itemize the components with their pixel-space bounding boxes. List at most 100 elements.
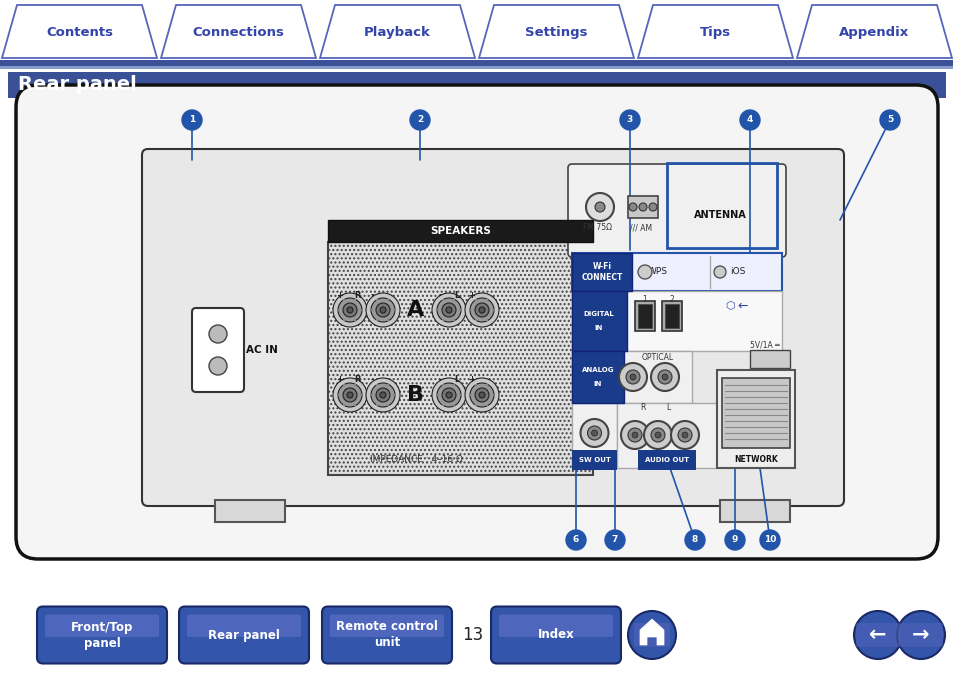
Circle shape xyxy=(366,378,399,412)
Circle shape xyxy=(628,203,637,211)
Bar xyxy=(343,299,345,302)
Circle shape xyxy=(371,383,395,407)
Circle shape xyxy=(470,383,494,407)
Text: 8: 8 xyxy=(691,536,698,544)
Bar xyxy=(721,378,789,448)
Circle shape xyxy=(740,110,760,130)
Circle shape xyxy=(379,307,386,313)
Text: 2: 2 xyxy=(669,295,674,304)
Bar xyxy=(436,309,438,311)
Bar xyxy=(453,318,455,320)
Bar xyxy=(470,394,472,396)
Text: Connections: Connections xyxy=(193,26,284,39)
Text: W-Fi
CONNECT: W-Fi CONNECT xyxy=(580,262,622,282)
Circle shape xyxy=(410,110,430,130)
FancyBboxPatch shape xyxy=(322,606,452,664)
Bar xyxy=(328,242,593,475)
Bar xyxy=(486,318,488,320)
Text: ⬡: ⬡ xyxy=(724,301,734,311)
Circle shape xyxy=(579,419,608,447)
Circle shape xyxy=(627,428,641,442)
Bar xyxy=(0,66,953,69)
Bar xyxy=(359,309,361,311)
Text: -: - xyxy=(437,376,441,384)
Text: ANTENNA: ANTENNA xyxy=(693,210,745,220)
Text: FM 75Ω: FM 75Ω xyxy=(583,223,612,232)
Bar xyxy=(572,351,691,403)
Bar xyxy=(638,304,651,328)
Bar xyxy=(343,318,345,320)
Bar xyxy=(475,404,477,406)
Circle shape xyxy=(650,363,679,391)
Bar xyxy=(355,384,356,386)
Circle shape xyxy=(446,307,452,313)
Text: iOS: iOS xyxy=(729,267,744,277)
Circle shape xyxy=(896,611,944,659)
Text: 7: 7 xyxy=(611,536,618,544)
Circle shape xyxy=(343,303,356,317)
Bar xyxy=(720,500,789,522)
Bar xyxy=(486,299,488,302)
Bar xyxy=(355,404,356,406)
Text: WPS: WPS xyxy=(647,267,667,277)
Bar xyxy=(328,220,593,242)
Bar xyxy=(492,309,494,311)
Circle shape xyxy=(648,203,657,211)
Circle shape xyxy=(639,203,646,211)
Bar xyxy=(749,350,789,368)
FancyBboxPatch shape xyxy=(142,149,843,506)
Polygon shape xyxy=(319,5,475,58)
Bar xyxy=(572,403,617,468)
Text: L: L xyxy=(665,404,669,413)
Bar xyxy=(572,253,781,291)
Bar xyxy=(214,500,285,522)
FancyBboxPatch shape xyxy=(498,614,613,637)
Text: Rear panel: Rear panel xyxy=(18,75,136,94)
Circle shape xyxy=(650,428,664,442)
Bar xyxy=(355,299,356,302)
Text: 5V/1A ═: 5V/1A ═ xyxy=(749,341,779,349)
Bar xyxy=(387,318,389,320)
Circle shape xyxy=(658,370,671,384)
Bar xyxy=(387,299,389,302)
Bar xyxy=(458,309,460,311)
Circle shape xyxy=(446,392,452,398)
Bar xyxy=(486,404,488,406)
Bar xyxy=(666,163,776,248)
Circle shape xyxy=(565,530,585,550)
Text: -: - xyxy=(370,291,374,299)
Text: +: + xyxy=(336,291,343,299)
Text: 13: 13 xyxy=(462,626,483,644)
Bar xyxy=(453,404,455,406)
Text: 9: 9 xyxy=(731,536,738,544)
Bar xyxy=(453,299,455,302)
Bar xyxy=(355,318,356,320)
Circle shape xyxy=(337,298,361,322)
Text: ←: ← xyxy=(868,625,886,645)
Circle shape xyxy=(625,370,639,384)
Circle shape xyxy=(343,388,356,402)
Text: +: + xyxy=(468,291,475,299)
Circle shape xyxy=(478,392,484,398)
Bar xyxy=(376,404,378,406)
Circle shape xyxy=(684,530,704,550)
Text: L: L xyxy=(454,291,459,299)
Bar xyxy=(376,384,378,386)
FancyBboxPatch shape xyxy=(187,614,301,637)
Circle shape xyxy=(470,298,494,322)
Text: ANALOG

IN: ANALOG IN xyxy=(581,367,614,387)
Circle shape xyxy=(620,421,648,449)
Bar xyxy=(475,384,477,386)
FancyBboxPatch shape xyxy=(45,614,159,637)
Circle shape xyxy=(432,293,465,327)
Bar xyxy=(359,394,361,396)
Bar xyxy=(376,318,378,320)
Circle shape xyxy=(631,432,638,438)
Circle shape xyxy=(853,611,901,659)
Text: OPTICAL: OPTICAL xyxy=(641,353,674,361)
FancyBboxPatch shape xyxy=(898,623,942,647)
Polygon shape xyxy=(2,5,157,58)
Text: 2: 2 xyxy=(416,116,423,125)
Bar xyxy=(337,394,339,396)
Circle shape xyxy=(713,266,725,278)
